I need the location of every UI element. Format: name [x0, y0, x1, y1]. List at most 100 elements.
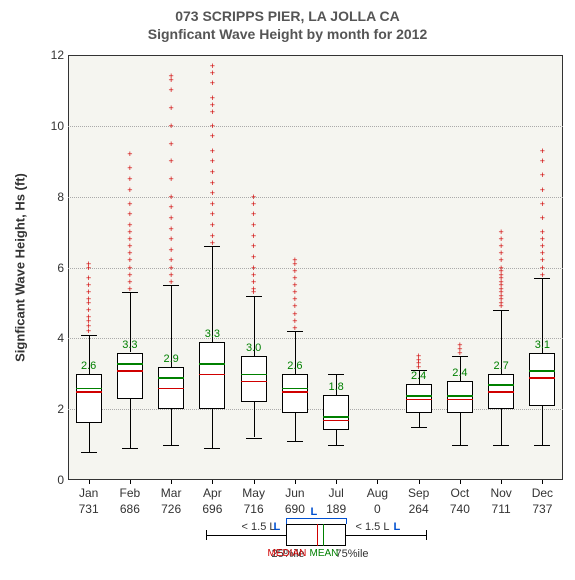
outlier: + — [85, 273, 93, 283]
median-line — [76, 391, 102, 393]
whisker-cap — [246, 438, 262, 439]
outlier: + — [167, 192, 175, 202]
whisker-cap — [81, 452, 97, 453]
outlier: + — [167, 71, 175, 81]
x-tick-mark — [460, 480, 461, 484]
whisker-lower — [501, 409, 502, 444]
legend-75pct: 75%ile — [336, 548, 369, 560]
outlier: + — [167, 255, 175, 265]
x-tick-count: 740 — [442, 502, 478, 516]
box — [76, 374, 102, 424]
legend-box — [286, 524, 346, 546]
legend-l-symbol: L — [394, 521, 401, 533]
x-tick-count: 716 — [236, 502, 272, 516]
outlier: + — [208, 231, 216, 241]
outlier: + — [126, 220, 134, 230]
chart-title-2: Signficant Wave Height by month for 2012 — [0, 26, 575, 42]
outlier: + — [126, 199, 134, 209]
outlier: + — [250, 231, 258, 241]
legend-l15-right: < 1.5 L — [356, 521, 416, 533]
outlier: + — [250, 220, 258, 230]
whisker-lower — [212, 409, 213, 448]
outlier: + — [126, 185, 134, 195]
x-tick-mark — [89, 480, 90, 484]
mean-line — [447, 395, 473, 397]
legend-cap — [426, 530, 427, 540]
mean-label: 2.7 — [486, 360, 516, 372]
outlier: + — [167, 213, 175, 223]
box — [117, 353, 143, 399]
whisker-lower — [419, 413, 420, 427]
outlier: + — [167, 139, 175, 149]
median-line — [282, 391, 308, 393]
x-tick-mark — [377, 480, 378, 484]
median-line — [199, 374, 225, 376]
outlier: + — [85, 259, 93, 269]
mean-label: 3.3 — [197, 328, 227, 340]
whisker-lower — [295, 413, 296, 441]
x-tick-month: Jul — [318, 486, 354, 500]
y-tick: 0 — [38, 473, 64, 487]
outlier: + — [208, 167, 216, 177]
box — [199, 342, 225, 409]
mean-label: 1.8 — [321, 381, 351, 393]
mean-line — [241, 374, 267, 376]
whisker-cap — [122, 448, 138, 449]
mean-label: 2.6 — [280, 360, 310, 372]
x-tick-count: 686 — [112, 502, 148, 516]
outlier: + — [208, 199, 216, 209]
legend-mean — [323, 524, 325, 546]
outlier: + — [538, 156, 546, 166]
whisker-lower — [336, 430, 337, 444]
legend-median-label: MEDIAN — [268, 548, 307, 559]
outlier: + — [208, 188, 216, 198]
outlier: + — [250, 209, 258, 219]
legend-median — [317, 524, 319, 546]
x-tick-month: Nov — [483, 486, 519, 500]
outlier: + — [291, 255, 299, 265]
y-tick: 4 — [38, 331, 64, 345]
median-line — [406, 399, 432, 401]
outlier: + — [126, 149, 134, 159]
box — [323, 395, 349, 430]
outlier: + — [126, 209, 134, 219]
outlier: + — [250, 252, 258, 262]
box — [241, 356, 267, 402]
y-tick: 6 — [38, 261, 64, 275]
x-tick-mark — [171, 480, 172, 484]
outlier: + — [250, 192, 258, 202]
mean-line — [488, 384, 514, 386]
whisker-cap — [534, 445, 550, 446]
median-line — [447, 399, 473, 401]
mean-line — [282, 388, 308, 390]
whisker-cap — [328, 445, 344, 446]
mean-line — [158, 377, 184, 379]
outlier: + — [497, 227, 505, 237]
x-tick-month: Aug — [359, 486, 395, 500]
legend-l-bracket — [286, 518, 346, 519]
whisker-cap — [452, 445, 468, 446]
median-line — [158, 388, 184, 390]
outlier: + — [208, 61, 216, 71]
x-tick-count: 264 — [401, 502, 437, 516]
outlier: + — [208, 78, 216, 88]
outlier: + — [167, 202, 175, 212]
outlier: + — [167, 245, 175, 255]
outlier: + — [538, 227, 546, 237]
outlier: + — [208, 220, 216, 230]
outlier: + — [126, 163, 134, 173]
mean-line — [529, 370, 555, 372]
legend-l-bracket — [286, 518, 287, 524]
outlier: + — [456, 340, 464, 350]
legend-l-label: L — [311, 506, 318, 518]
outlier: + — [538, 170, 546, 180]
mean-line — [199, 363, 225, 365]
outlier: + — [208, 156, 216, 166]
x-tick-mark — [295, 480, 296, 484]
gridline — [68, 126, 563, 127]
box — [282, 374, 308, 413]
outlier: + — [250, 263, 258, 273]
chart-title-1: 073 SCRIPPS PIER, LA JOLLA CA — [0, 8, 575, 24]
mean-label: 2.9 — [156, 353, 186, 365]
x-tick-mark — [419, 480, 420, 484]
